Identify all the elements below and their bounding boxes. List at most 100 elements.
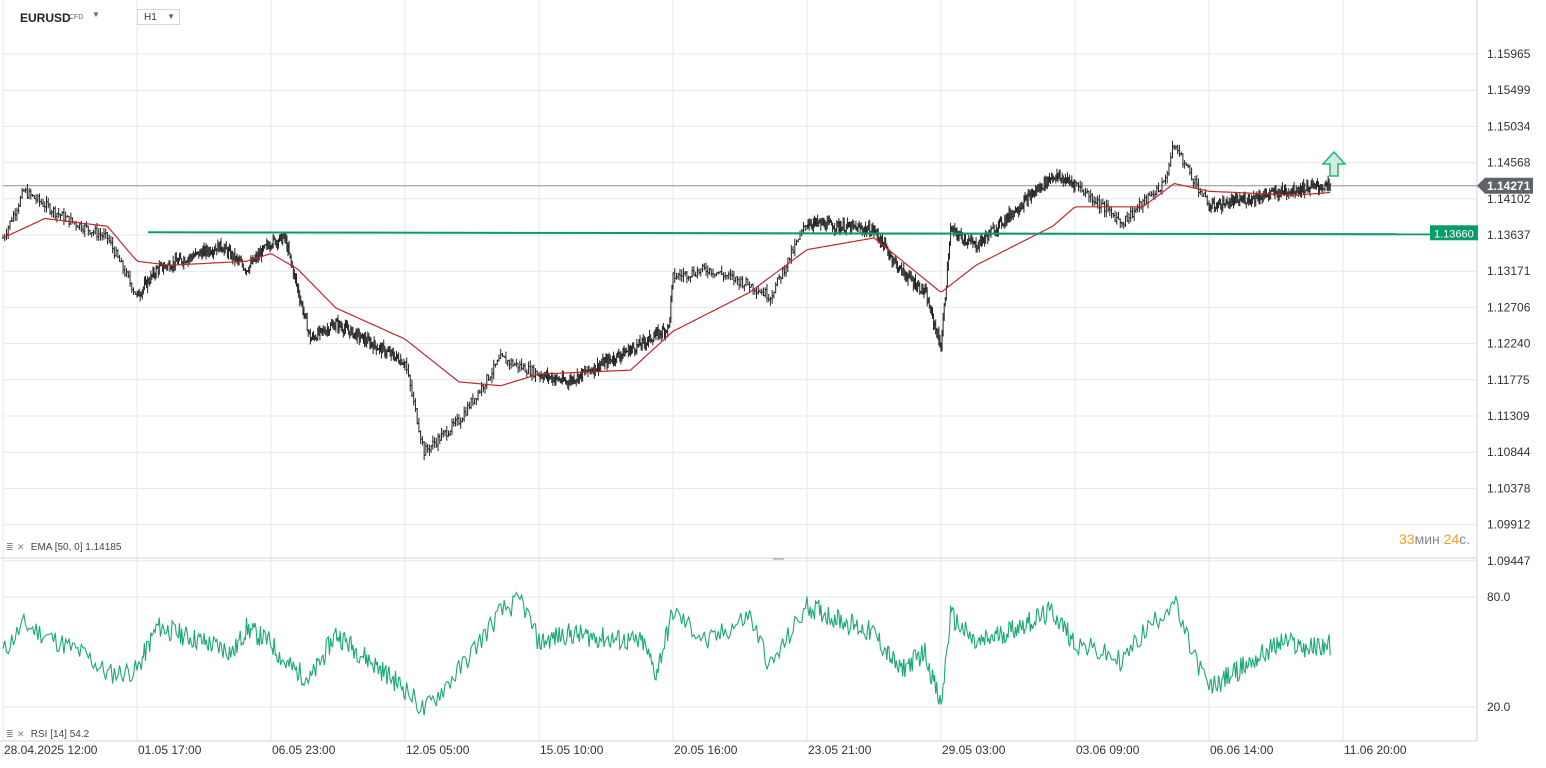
candle [1089, 189, 1092, 203]
candle [724, 272, 727, 280]
close-icon[interactable]: ✕ [17, 729, 25, 739]
candle [739, 276, 742, 288]
timeframe-select[interactable]: H1 ▼ [137, 9, 180, 25]
candle [421, 436, 424, 446]
candle [745, 276, 748, 287]
candle [1138, 197, 1141, 213]
candle [764, 287, 767, 298]
candle [755, 286, 758, 299]
candle [1117, 212, 1120, 220]
settings-icon[interactable]: ≣ [6, 542, 14, 552]
candle [506, 359, 509, 367]
candle [1206, 194, 1209, 206]
candle [699, 268, 702, 277]
rsi-line [2, 591, 1331, 716]
ema-legend[interactable]: ≣ ✕ EMA [50, 0] 1.14185 [6, 542, 121, 553]
candle [760, 288, 763, 296]
price-candles [2, 140, 1332, 461]
candle [428, 444, 431, 456]
candle [59, 213, 62, 221]
candle [1178, 144, 1181, 157]
candle [435, 437, 438, 449]
candle [410, 379, 413, 398]
candle [101, 232, 104, 241]
rsi-legend[interactable]: ≣ ✕ RSI [14] 54.2 [6, 729, 89, 740]
candle [5, 228, 8, 241]
candle [691, 266, 694, 278]
candle [682, 267, 685, 283]
price-tick-label: 1.13171 [1487, 264, 1531, 278]
candle [26, 184, 29, 199]
candle [725, 274, 728, 280]
candle [473, 397, 476, 405]
candle [772, 291, 775, 299]
candle [503, 355, 506, 358]
candle [771, 289, 774, 304]
rsi-path [2, 591, 1331, 716]
grid [0, 0, 1478, 742]
candle [108, 234, 111, 244]
candle [522, 363, 525, 371]
candle [22, 188, 25, 192]
symbol-name[interactable]: EURUSD [20, 11, 71, 25]
candle [513, 362, 516, 366]
current-price-tag-text: 1.14271 [1487, 179, 1531, 193]
candle [116, 249, 119, 259]
candle [118, 254, 121, 263]
level-line[interactable] [147, 231, 1431, 236]
candle [1187, 163, 1190, 168]
candle [1164, 174, 1167, 185]
chevron-down-icon[interactable]: ▼ [92, 10, 100, 19]
candle [792, 246, 795, 255]
price-tick-label: 1.09912 [1487, 518, 1531, 532]
candle [8, 220, 11, 231]
candle [736, 276, 739, 286]
candle [104, 228, 107, 239]
candle [15, 207, 18, 221]
candle [1176, 144, 1179, 155]
candle [1077, 182, 1080, 192]
countdown-minutes: 33 [1399, 531, 1415, 547]
candle [1190, 167, 1193, 181]
candle [423, 441, 426, 461]
candle [1084, 187, 1087, 198]
candle [1180, 151, 1183, 156]
candle [1094, 196, 1097, 205]
price-tick-label: 1.11309 [1487, 409, 1530, 423]
candle [1122, 221, 1125, 229]
candle [470, 397, 473, 410]
level-tag-bg [1430, 225, 1478, 241]
candle [1114, 210, 1117, 223]
candle [1086, 188, 1089, 194]
countdown-seconds: 24 [1443, 531, 1460, 547]
price-tick-label: 1.14102 [1487, 192, 1531, 206]
candle [1134, 207, 1137, 213]
candle [478, 389, 481, 394]
candle [767, 294, 770, 303]
close-icon[interactable]: ✕ [17, 542, 25, 552]
buy-arrow-icon[interactable] [1321, 150, 1347, 177]
candle [464, 406, 467, 417]
price-tick-label: 1.15034 [1487, 119, 1531, 133]
candle [729, 268, 732, 281]
candle [24, 187, 27, 194]
candle [687, 275, 690, 281]
candle [50, 209, 53, 218]
candle [426, 443, 429, 453]
candle [1136, 204, 1139, 213]
candle [106, 232, 109, 245]
settings-icon[interactable]: ≣ [6, 729, 14, 739]
candle [1101, 198, 1104, 205]
candle [1167, 162, 1170, 176]
candle [743, 284, 746, 292]
candle [449, 430, 452, 437]
candle [459, 417, 462, 429]
rsi-value: 54.2 [69, 729, 90, 740]
price-tick-label: 1.15499 [1487, 83, 1531, 97]
candle [440, 427, 443, 441]
candle [54, 206, 57, 220]
candle [17, 203, 20, 214]
candle [29, 188, 32, 200]
candle [111, 236, 114, 254]
